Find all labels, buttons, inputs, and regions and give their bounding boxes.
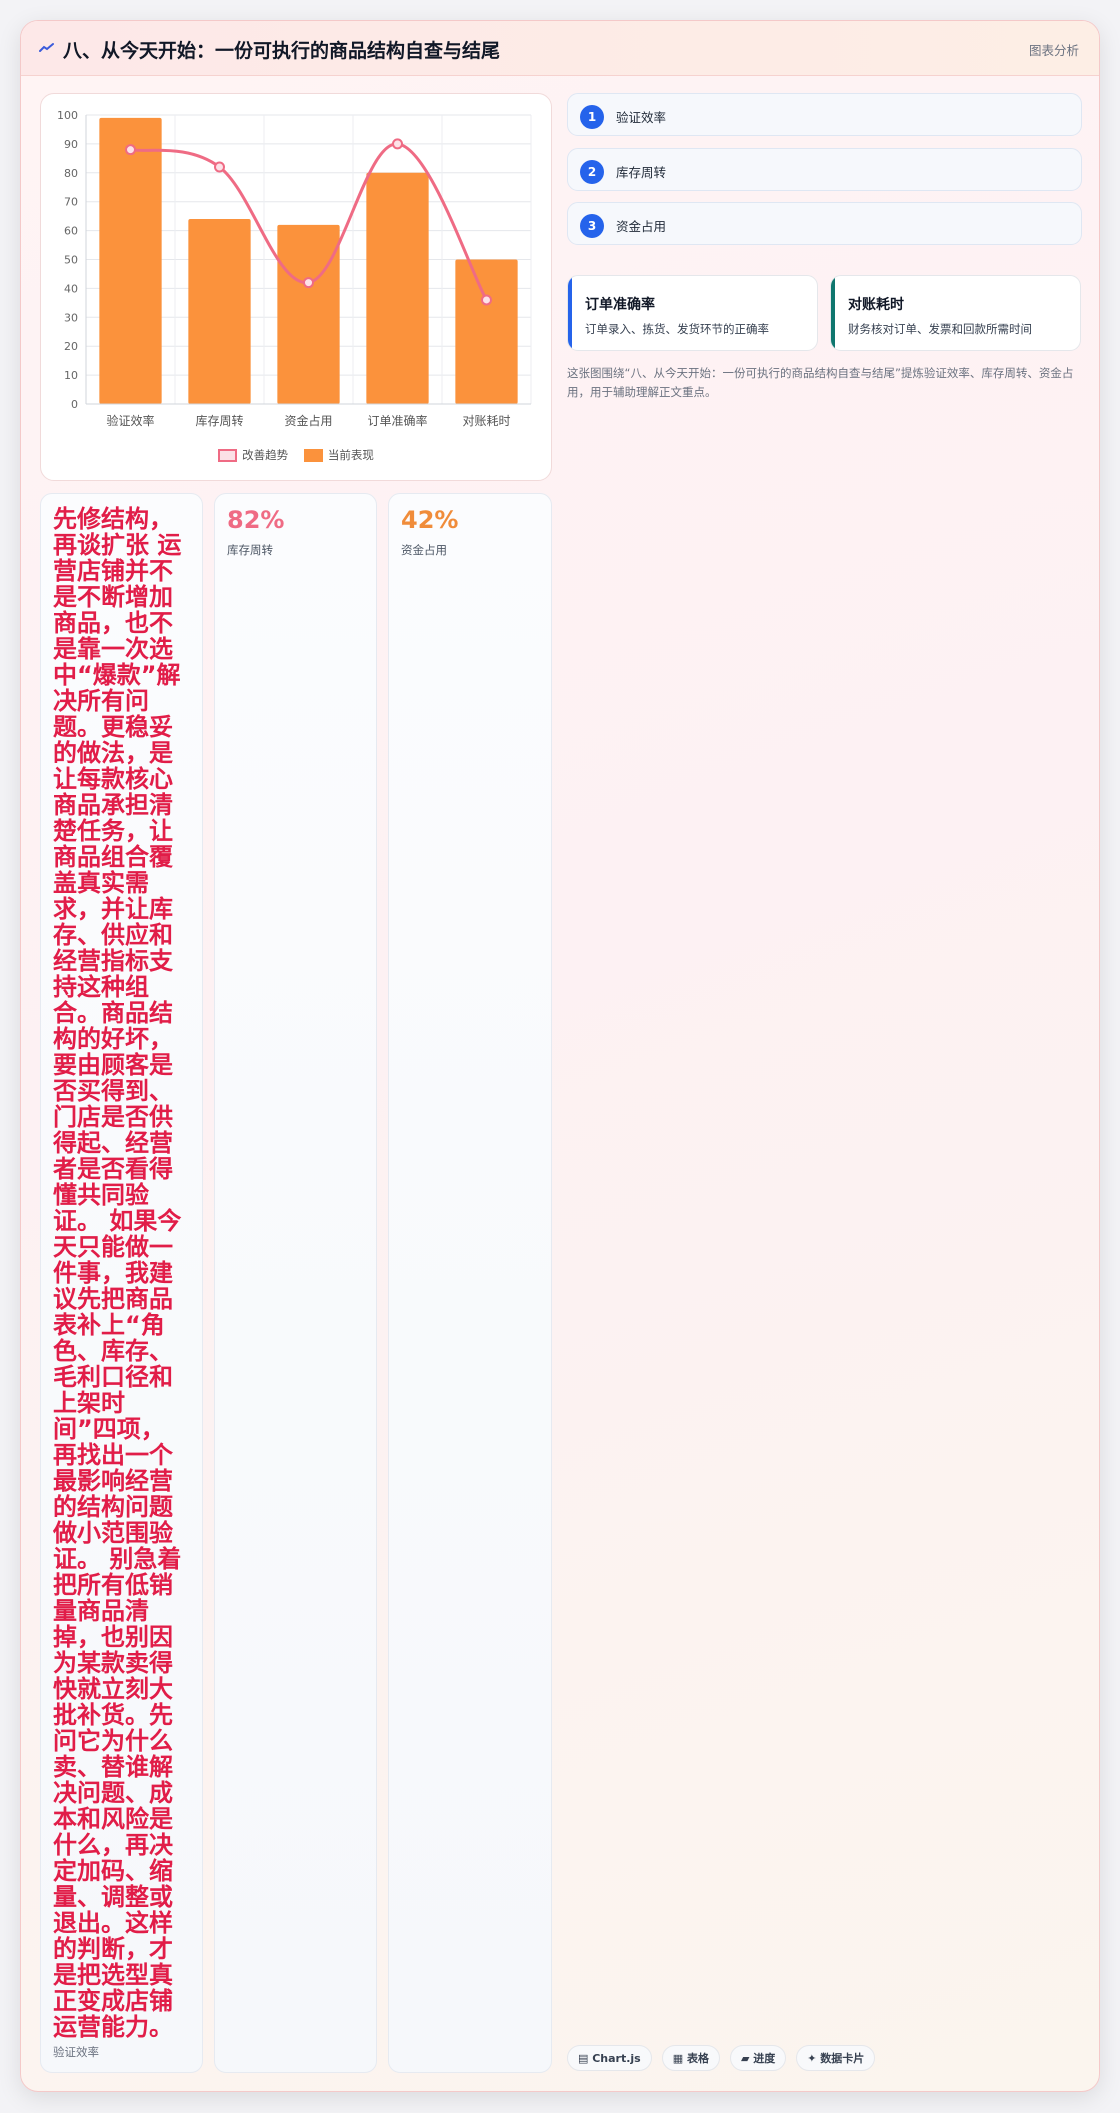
kpi-value: 82%: [227, 506, 285, 534]
y-tick-label: 70: [64, 196, 78, 209]
x-tick-label: 对账耗时: [462, 414, 510, 428]
kpi-card: 82% 库存周转: [214, 493, 377, 2073]
y-tick-label: 100: [57, 109, 78, 122]
chart-panel: 0 10 20 30 40 50 60 70 80 90 100 验证效率 库存周转 资金占用 订单准确率 对…: [40, 93, 552, 481]
metric-accent-bar: [831, 276, 835, 350]
step-item: 3 资金占用: [567, 202, 1082, 245]
header-tag: 图表分析: [1028, 43, 1079, 58]
chip-chartjs[interactable]: ▤ Chart.js: [567, 2045, 652, 2071]
bar-3: [277, 224, 340, 404]
metric-title: 对账耗时: [848, 297, 904, 313]
trend-point-1: [125, 144, 136, 156]
trend-point-5: [481, 294, 492, 306]
metric-description: 订单录入、拣货、发货环节的正确率: [585, 322, 769, 336]
y-tick-label: 10: [64, 369, 78, 382]
legend-label-line: 改善趋势: [242, 448, 289, 462]
kpi-value: 42%: [401, 506, 459, 534]
chip-progress[interactable]: ▰ 进度: [729, 2045, 787, 2071]
kpi-label: 库存周转: [227, 543, 273, 557]
legend-item-bar[interactable]: 当前表现: [303, 447, 374, 463]
bar-1: [99, 117, 162, 404]
y-tick-label: 30: [64, 311, 78, 324]
metric-description: 财务核对订单、发票和回款所需时间: [848, 322, 1032, 336]
metric-title: 订单准确率: [585, 297, 655, 313]
step-item: 2 库存周转: [567, 148, 1082, 191]
step-item: 1 验证效率: [567, 93, 1082, 136]
trend-point-4: [392, 138, 403, 150]
y-tick-label: 50: [64, 254, 78, 267]
metric-card: 订单准确率 订单录入、拣货、发货环节的正确率: [567, 275, 818, 351]
card-header: 八、从今天开始：一份可执行的商品结构自查与结尾 图表分析: [21, 21, 1099, 76]
legend-swatch-line: [218, 448, 238, 462]
kpi-label: 资金占用: [401, 543, 447, 557]
y-tick-label: 60: [64, 225, 78, 238]
legend-label-bar: 当前表现: [327, 448, 374, 462]
kpi-card: 42% 资金占用: [388, 493, 552, 2073]
chip-data-card[interactable]: ✦ 数据卡片: [796, 2045, 876, 2071]
step-label: 验证效率: [616, 110, 667, 125]
step-number-badge: 2: [580, 160, 604, 184]
bar-2: [188, 219, 251, 404]
x-tick-label: 订单准确率: [367, 413, 427, 428]
step-number-badge: 1: [580, 105, 604, 129]
chart-caption: 这张图围绕“八、从今天开始：一份可执行的商品结构自查与结尾”提炼验证效率、库存周…: [567, 366, 1074, 399]
article-card: 八、从今天开始：一份可执行的商品结构自查与结尾 图表分析 0 10 20 30 40 50…: [20, 20, 1100, 2092]
y-tick-label: 20: [64, 340, 78, 353]
chart-legend: 改善趋势 当前表现: [41, 447, 551, 465]
page-title: 八、从今天开始：一份可执行的商品结构自查与结尾: [63, 40, 501, 62]
y-tick-label: 40: [64, 282, 78, 295]
bar-4: [366, 172, 429, 404]
body-text: 先修结构，再谈扩张 运营店铺并不是不断增加商品，也不是靠一次选中“爆款”解决所有…: [53, 505, 182, 2041]
y-tick-label: 90: [64, 138, 78, 151]
step-label: 库存周转: [616, 165, 667, 180]
trend-point-2: [214, 161, 225, 173]
text-column-label: 验证效率: [53, 2045, 99, 2059]
trend-line: [130, 142, 488, 301]
x-tick-label: 库存周转: [195, 413, 243, 428]
trend-point-3: [303, 277, 314, 289]
legend-item-line[interactable]: 改善趋势: [218, 447, 288, 463]
trend-icon: [39, 43, 54, 52]
legend-swatch-bar: [303, 448, 323, 462]
x-tick-label: 验证效率: [106, 413, 154, 428]
chip-table[interactable]: ▦ 表格: [661, 2045, 720, 2071]
x-tick-label: 资金占用: [284, 413, 332, 428]
y-tick-label: 0: [71, 398, 78, 411]
combo-chart: 0 10 20 30 40 50 60 70 80 90 100 验证效率 库存周转 资金占用 订单准确率 对…: [57, 109, 532, 428]
text-column: 先修结构，再谈扩张 运营店铺并不是不断增加商品，也不是靠一次选中“爆款”解决所有…: [40, 493, 203, 2073]
step-number-badge: 3: [580, 214, 604, 238]
y-tick-label: 80: [64, 167, 78, 180]
feature-chips: ▤ Chart.js ▦ 表格 ▰ 进度 ✦ 数据卡片: [567, 2045, 876, 2071]
bar-5: [455, 259, 518, 404]
metric-accent-bar: [568, 276, 572, 350]
step-label: 资金占用: [616, 219, 667, 234]
metric-card: 对账耗时 财务核对订单、发票和回款所需时间: [830, 275, 1081, 351]
